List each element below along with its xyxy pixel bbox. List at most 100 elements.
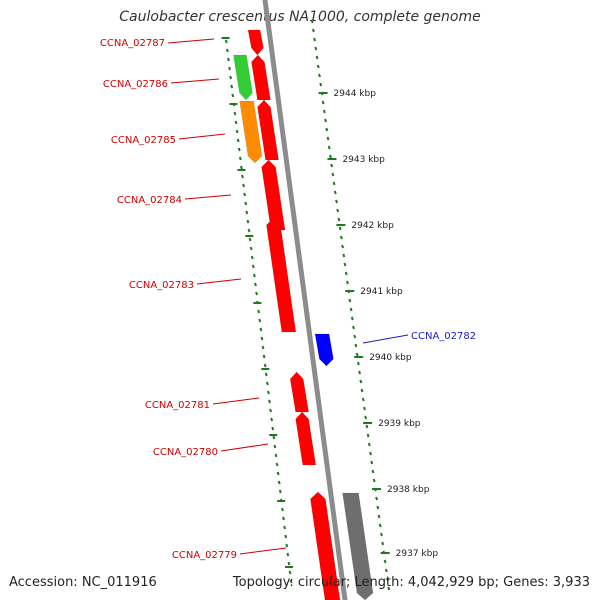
gene-leader-line: [220, 443, 269, 452]
genome-title: Caulobacter crescentus NA1000, complete …: [119, 9, 481, 25]
ruler-dot-left: [259, 327, 263, 332]
ruler-dot-right: [372, 478, 376, 483]
gene-feature-ccna-02787: [247, 29, 264, 56]
ruler-dot-left: [261, 345, 265, 350]
ruler-dot-right: [314, 46, 318, 51]
ruler-dot-left: [246, 219, 250, 224]
ruler-dot-right: [356, 361, 360, 366]
ruler-dot-right: [327, 145, 331, 150]
gene-label[interactable]: CCNA_02787: [100, 38, 165, 49]
ruler-dot-left: [228, 66, 231, 71]
ruler-dot-right: [367, 442, 371, 447]
gene-leader-line: [184, 194, 232, 200]
ruler-dot-left: [247, 228, 251, 233]
ruler-dot-right: [315, 55, 319, 60]
ruler-dot-left: [268, 399, 271, 404]
ruler-dot-left: [271, 426, 275, 431]
gene-feature-ccna-02785: [257, 99, 279, 161]
ruler-dot-right: [333, 190, 337, 195]
ruler-dot-right: [332, 181, 336, 186]
gene-feature-ccna-02783: [266, 217, 297, 333]
ruler-dot-right: [370, 460, 374, 465]
ruler-dot-left: [229, 75, 233, 80]
ruler-dot-left: [278, 489, 282, 494]
ruler-tick-label: 2938 kbp: [387, 485, 430, 495]
ruler-dot-left: [257, 309, 261, 314]
gene-feature-ccna-02779: [310, 491, 341, 600]
ruler-dot-right: [326, 136, 330, 141]
ruler-dot-left: [287, 561, 291, 566]
ruler-dot-right: [376, 505, 380, 510]
gene-label[interactable]: CCNA_02781: [145, 400, 210, 411]
gene-leader-line: [178, 133, 226, 140]
ruler-tick-label: 2944 kbp: [334, 89, 377, 99]
ruler-dot-right: [349, 307, 353, 312]
ruler-dot-left: [254, 282, 257, 287]
ruler-dot-right: [362, 406, 366, 411]
ruler-dot-right: [342, 253, 346, 258]
ruler-dot-left: [234, 120, 238, 125]
ruler-dot-right: [338, 226, 342, 231]
ruler-dot-right: [324, 118, 328, 123]
ruler-tick-label: 2940 kbp: [369, 353, 412, 363]
ruler-dot-right: [335, 199, 338, 204]
ruler-dot-right: [364, 415, 368, 420]
ruler-dot-left: [248, 237, 252, 242]
ruler-tick-label: 2942 kbp: [351, 221, 394, 231]
gene-label[interactable]: CCNA_02782: [411, 331, 476, 342]
ruler-dot-right: [359, 379, 363, 384]
ruler-tick-label: 2943 kbp: [342, 155, 385, 165]
gene-label[interactable]: CCNA_02779: [172, 550, 237, 561]
ruler-tick-label: 2941 kbp: [360, 287, 403, 297]
gene-feature-ccna-02782: [314, 333, 334, 367]
ruler-dot-right: [318, 73, 321, 78]
ruler-dot-left: [243, 192, 247, 197]
ruler-dot-left: [255, 291, 258, 296]
gene-label[interactable]: CCNA_02785: [111, 135, 176, 146]
ruler-dot-left: [237, 147, 241, 152]
ruler-tick-label: 2939 kbp: [378, 419, 421, 429]
ruler-dot-right: [384, 568, 388, 573]
ruler-dot-right: [311, 28, 315, 33]
ruler-dot-left: [249, 246, 253, 251]
ruler-dot-left: [244, 201, 248, 206]
ruler-dot-right: [336, 208, 340, 213]
gene-leader-line: [170, 78, 220, 84]
ruler-dot-left: [242, 183, 246, 188]
ruler-dot-left: [277, 480, 281, 485]
ruler-dot-right: [350, 316, 354, 321]
gene-leader-line: [239, 547, 287, 555]
ruler-dot-left: [281, 507, 284, 512]
ruler-dot-left: [262, 354, 266, 359]
gene-label[interactable]: CCNA_02783: [129, 280, 194, 291]
gene-feature-green: [233, 54, 253, 101]
gene-leader-line: [196, 278, 242, 285]
gene-feature-ccna-02786: [251, 54, 271, 101]
gene-leader-line: [362, 334, 409, 344]
ruler-dot-left: [258, 318, 262, 323]
ruler-dot-left: [286, 552, 290, 557]
ruler-dot-left: [233, 111, 237, 116]
ruler-dot-right: [377, 514, 381, 519]
gene-label[interactable]: CCNA_02784: [117, 195, 182, 206]
ruler-tick-label: 2937 kbp: [396, 549, 439, 559]
ruler-dot-left: [285, 543, 289, 548]
gene-feature-ccna-02781: [289, 371, 309, 413]
ruler-dot-left: [239, 165, 243, 170]
ruler-dot-right: [348, 298, 352, 303]
gene-feature-ccna-02780: [295, 411, 317, 466]
ruler-dot-left: [225, 48, 229, 53]
ruler-dot-left: [235, 129, 239, 134]
ruler-dot-left: [250, 255, 254, 260]
ruler-dot-left: [265, 381, 269, 386]
accession-text: Accession: NC_011916: [9, 575, 157, 590]
ruler-dot-right: [360, 388, 364, 393]
ruler-dot-right: [375, 496, 379, 501]
ruler-dot-right: [386, 577, 389, 582]
genome-backbone: [262, 0, 348, 600]
gene-label[interactable]: CCNA_02786: [103, 79, 168, 90]
gene-label[interactable]: CCNA_02780: [153, 447, 218, 458]
ruler-dot-left: [231, 93, 235, 98]
gene-leader-line: [167, 38, 215, 44]
